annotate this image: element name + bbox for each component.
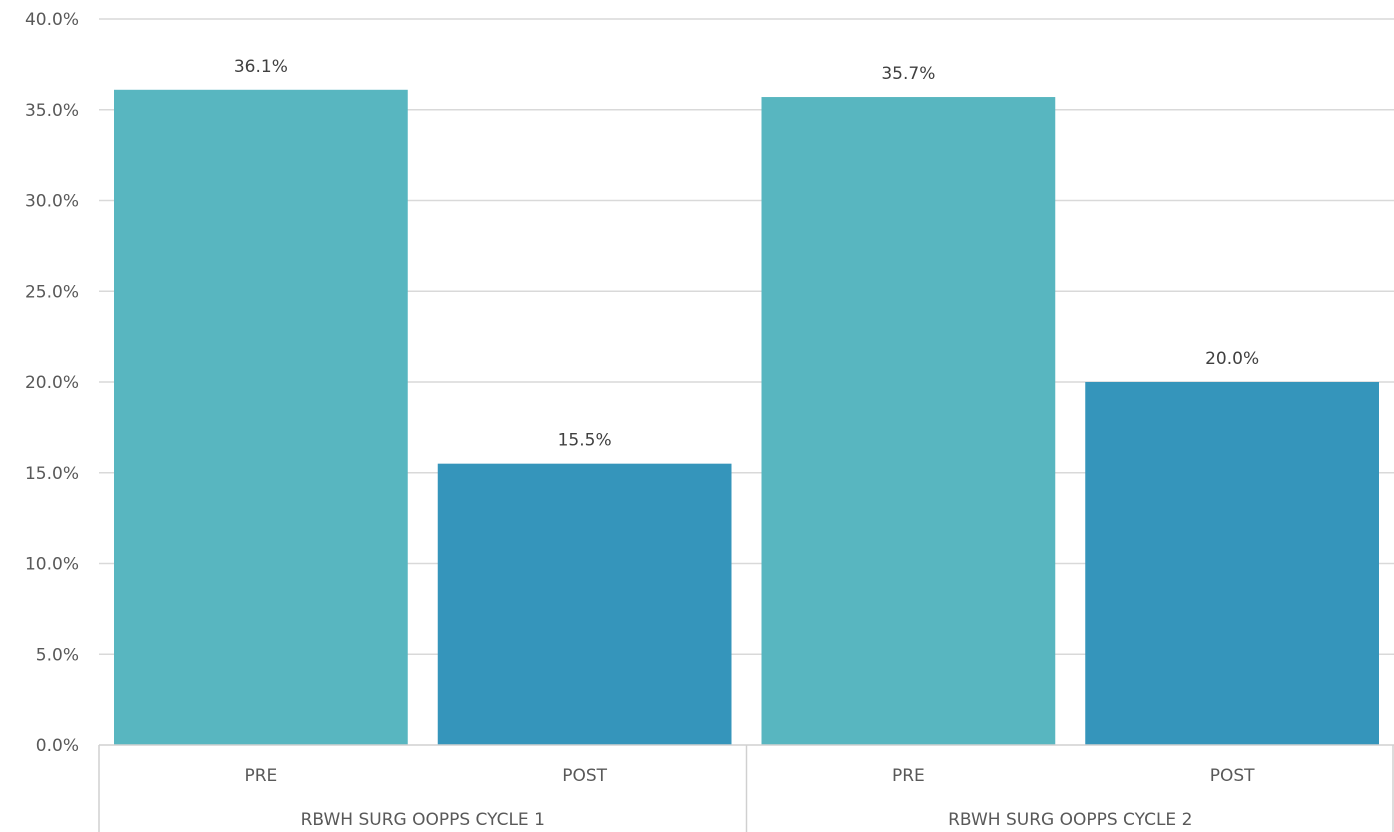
data-label: 36.1% [234,57,288,77]
y-tick-label: 25.0% [25,282,79,302]
y-tick-label: 10.0% [25,555,79,575]
y-tick-label: 5.0% [36,645,79,665]
y-tick-label: 20.0% [25,373,79,393]
y-tick-label: 15.0% [25,464,79,484]
category-label: POST [1210,766,1255,786]
y-tick-label: 0.0% [36,736,79,756]
group-label: RBWH SURG OOPPS CYCLE 2 [948,810,1192,830]
y-tick-label: 40.0% [25,10,79,30]
category-label: PRE [892,766,925,786]
y-axis-ticks: 0.0% 5.0% 10.0% 15.0% 20.0% 25.0% 30.0% 35.0% 40… [25,10,79,756]
data-label: 15.5% [558,431,612,451]
bar [1085,382,1379,745]
group-label: RBWH SURG OOPPS CYCLE 1 [301,810,545,830]
data-label: 20.0% [1205,349,1259,369]
bars [114,89,1379,746]
bar [761,97,1056,746]
x-axis: PRE POST RBWH SURG OOPPS CYCLE 1 PRE POST RBW… [98,744,1394,832]
data-labels: 36.1% 15.5% 35.7% 20.0% [234,57,1259,451]
data-label: 35.7% [881,64,935,84]
y-tick-label: 30.0% [25,192,79,212]
category-label: POST [562,766,607,786]
bar [437,463,732,745]
category-label: PRE [244,766,277,786]
bar [114,89,408,745]
y-tick-label: 35.0% [25,101,79,121]
